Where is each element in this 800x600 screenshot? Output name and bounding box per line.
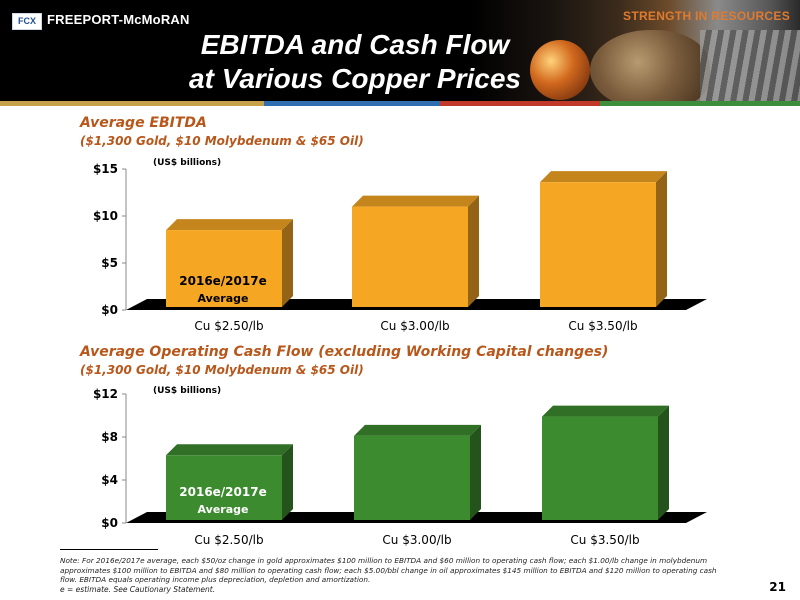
ore-rock-image — [590, 30, 710, 103]
cashflow-y-tick-label: $0 — [101, 516, 118, 530]
cashflow-y-tick-label: $12 — [93, 387, 118, 401]
ebitda-bar-side — [468, 195, 479, 307]
cashflow-y-tick-label: $4 — [101, 473, 118, 487]
cashflow-bar-top — [166, 444, 293, 456]
cashflow-bar-side — [282, 444, 293, 520]
ebitda-annotation-line1: 2016e/2017e — [179, 274, 266, 288]
cashflow-category-label: Cu $2.50/lb — [194, 533, 263, 547]
cashflow-section-subtitle: ($1,300 Gold, $10 Molybdenum & $65 Oil) — [80, 363, 364, 377]
ebitda-bar-side — [282, 219, 293, 307]
cashflow-bar — [354, 435, 470, 520]
ebitda-bar — [540, 182, 656, 307]
cashflow-bar-side — [470, 424, 481, 520]
ebitda-section-subtitle: ($1,300 Gold, $10 Molybdenum & $65 Oil) — [80, 134, 364, 148]
ebitda-category-label: Cu $3.50/lb — [568, 319, 637, 333]
cashflow-bar-top — [354, 424, 481, 436]
ebitda-y-tick-label: $15 — [93, 162, 118, 176]
page-title: EBITDA and Cash Flow at Various Copper P… — [120, 28, 590, 96]
ebitda-y-tick-label: $10 — [93, 209, 118, 223]
cashflow-annotation-line2: Average — [198, 503, 249, 516]
page-title-line2: at Various Copper Prices — [189, 63, 521, 94]
ebitda-bar-top — [166, 219, 293, 231]
ebitda-y-tick-label: $0 — [101, 303, 118, 317]
cashflow-y-tick-label: $8 — [101, 430, 118, 444]
ebitda-bar-top — [352, 195, 479, 207]
pipe-image — [700, 30, 800, 103]
header-color-stripe — [0, 101, 800, 106]
company-name: FREEPORT-McMoRAN — [47, 12, 190, 27]
header-artwork — [470, 0, 800, 103]
ebitda-annotation-line2: Average — [198, 292, 249, 305]
estimate-note: e = estimate. See Cautionary Statement. — [60, 585, 216, 594]
footnote: Note: For 2016e/2017e average, each $50/… — [60, 556, 717, 584]
copper-orb-image — [530, 40, 590, 100]
ebitda-bar-top — [540, 171, 667, 183]
cashflow-category-label: Cu $3.00/lb — [382, 533, 451, 547]
cashflow-bar — [166, 455, 282, 520]
cashflow-annotation-line1: 2016e/2017e — [179, 485, 266, 499]
cashflow-bar-side — [658, 405, 669, 520]
cashflow-section-title: Average Operating Cash Flow (excluding W… — [80, 344, 609, 360]
tagline: STRENGTH IN RESOURCES — [623, 9, 790, 23]
footnote-divider — [60, 549, 158, 550]
company-logo-icon: FCX — [12, 13, 42, 30]
cashflow-units-label: (US$ billions) — [153, 386, 222, 396]
ebitda-category-label: Cu $3.00/lb — [380, 319, 449, 333]
ebitda-section-title: Average EBITDA — [80, 115, 207, 131]
ebitda-category-label: Cu $2.50/lb — [194, 319, 263, 333]
ebitda-bar — [352, 206, 468, 307]
ebitda-units-label: (US$ billions) — [153, 158, 222, 168]
cashflow-category-label: Cu $3.50/lb — [570, 533, 639, 547]
page-title-line1: EBITDA and Cash Flow — [200, 29, 510, 60]
ebitda-bar-side — [656, 171, 667, 307]
header-banner: FCX FREEPORT-McMoRAN STRENGTH IN RESOURC… — [0, 0, 800, 103]
cashflow-bar-top — [542, 405, 669, 417]
ebitda-y-tick-label: $5 — [101, 256, 118, 270]
page-number: 21 — [769, 580, 786, 594]
ebitda-bar — [166, 230, 282, 307]
cashflow-bar — [542, 416, 658, 520]
